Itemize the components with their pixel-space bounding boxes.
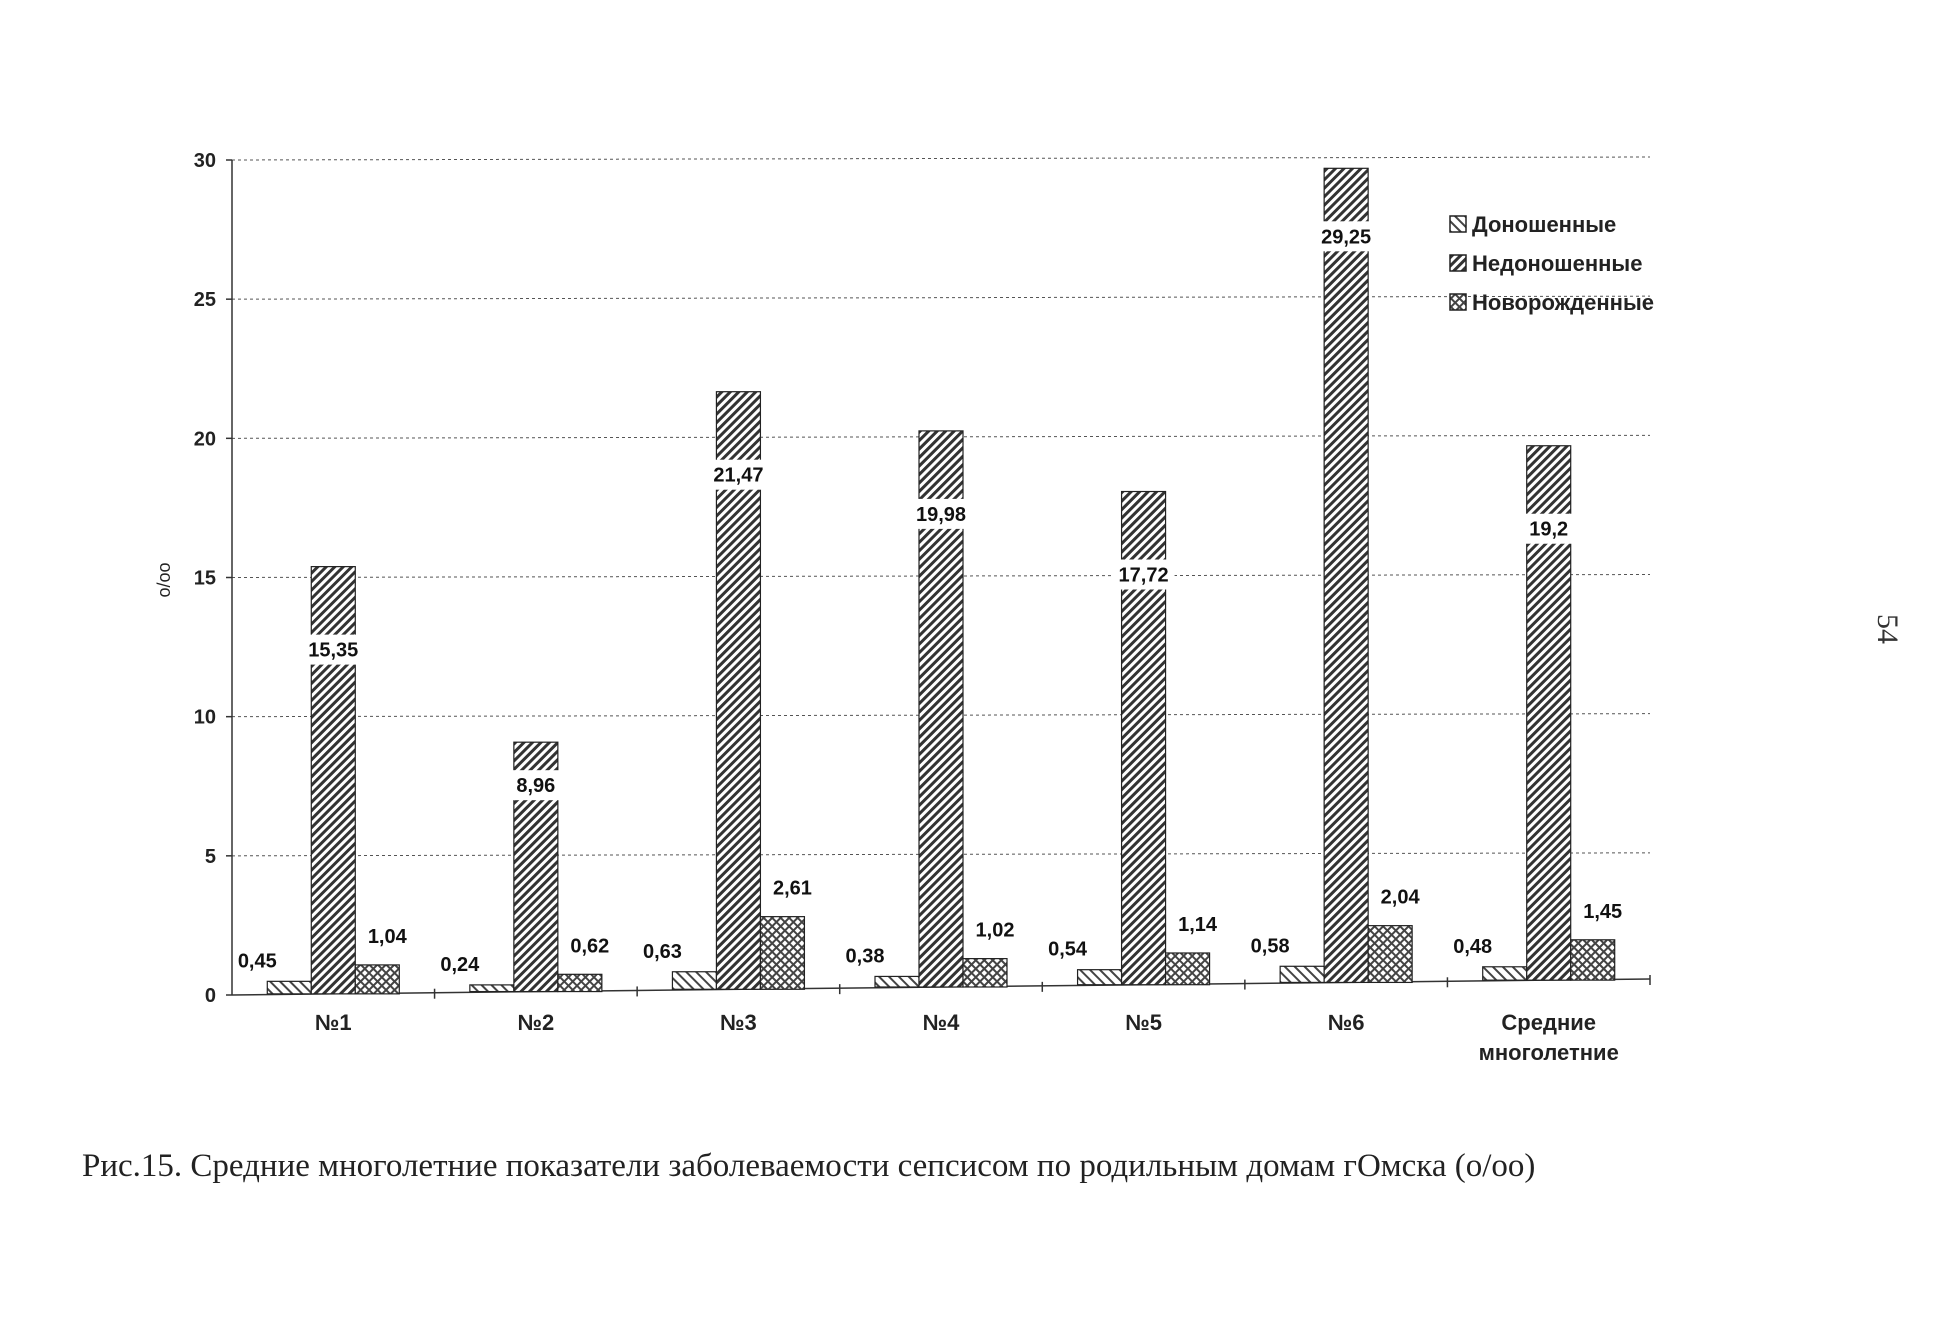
y-axis-label: o/oo <box>154 562 174 597</box>
figure-caption: Рис.15. Средние многолетние показатели з… <box>82 1148 1536 1184</box>
x-tick-label: №5 <box>1125 1010 1162 1035</box>
data-label: 17,72 <box>1119 565 1169 587</box>
bar-Доношенные <box>266 980 312 995</box>
bar-Новорожденные <box>354 964 400 995</box>
legend-swatch <box>1449 254 1467 272</box>
bar-Доношенные <box>469 984 515 993</box>
y-tick-label: 10 <box>194 707 216 729</box>
bar-Доношенные <box>671 971 718 990</box>
legend-label: Доношенные <box>1472 212 1616 237</box>
data-label: 19,98 <box>916 504 966 526</box>
data-label: 15,35 <box>308 640 358 662</box>
bar-Новорожденные <box>1570 939 1616 981</box>
gridline <box>231 295 1651 300</box>
x-tick-label: №4 <box>923 1010 961 1035</box>
data-labels: 0,45 15,35 1,04 0,24 8,96 0,62 0,63 21,47 2,61 0,… <box>238 221 1622 976</box>
y-tick-label: 0 <box>205 985 216 1007</box>
bar-Новорожденные <box>759 916 806 990</box>
bar-Недоношенные <box>715 391 762 990</box>
bar-Доношенные <box>1482 966 1528 981</box>
data-label-bg <box>1315 221 1378 252</box>
data-label: 19,2 <box>1529 519 1568 541</box>
bar-Доношенные <box>1279 965 1325 984</box>
gridline <box>231 156 1651 161</box>
bar-Новорожденные <box>962 958 1008 988</box>
data-label: 8,96 <box>516 775 555 797</box>
legend: Доношенные Недоношенные Новорожденные <box>1449 212 1654 315</box>
x-tick-label: №2 <box>517 1010 554 1035</box>
x-tick-label: №6 <box>1328 1010 1365 1035</box>
bar-Недоношенные <box>310 566 356 995</box>
data-label: 0,38 <box>846 945 885 967</box>
legend-swatch <box>1449 215 1467 233</box>
x-tick-label: Средние многолетние <box>1479 1010 1619 1065</box>
data-label-bg <box>707 459 770 490</box>
bar-Новорожденные <box>557 973 603 993</box>
x-tick-label: №1 <box>315 1010 352 1035</box>
data-label-bg <box>302 634 365 665</box>
bar-Доношенные <box>874 975 920 988</box>
data-label: 1,14 <box>1178 914 1218 936</box>
bar-Недоношенные <box>1323 167 1369 984</box>
data-label: 1,45 <box>1583 901 1622 923</box>
legend-label: Недоношенные <box>1472 251 1642 276</box>
y-tick-label: 30 <box>194 150 216 172</box>
data-label: 0,54 <box>1048 939 1088 961</box>
data-label: 21,47 <box>713 465 763 487</box>
bar-Новорожденные <box>1367 925 1413 984</box>
x-tick-label: №3 <box>720 1010 757 1035</box>
legend-swatch <box>1449 293 1467 311</box>
data-label: 2,61 <box>773 878 812 900</box>
data-label: 0,58 <box>1251 935 1290 957</box>
data-label-bg <box>1112 559 1175 590</box>
data-label: 29,25 <box>1321 226 1371 248</box>
data-label-bg <box>504 770 567 801</box>
legend-label: Новорожденные <box>1472 290 1654 315</box>
data-label: 0,62 <box>570 935 609 957</box>
page-number: 54 <box>1871 614 1904 644</box>
y-tick-label: 25 <box>194 289 216 311</box>
y-tick-label: 15 <box>194 568 216 590</box>
data-label: 0,63 <box>643 941 682 963</box>
data-label: 2,04 <box>1381 887 1421 909</box>
bars <box>266 167 1616 995</box>
bar-Новорожденные <box>1164 952 1211 986</box>
y-tick-label: 20 <box>194 428 216 450</box>
data-label: 0,48 <box>1453 936 1492 958</box>
data-label: 0,24 <box>440 954 480 976</box>
data-label: 0,45 <box>238 950 277 972</box>
data-label: 1,04 <box>368 926 408 948</box>
bar-Доношенные <box>1076 969 1123 986</box>
data-label-bg <box>1517 513 1580 544</box>
y-tick-label: 5 <box>205 846 216 868</box>
data-label-bg <box>910 498 972 529</box>
data-label: 1,02 <box>976 920 1015 942</box>
